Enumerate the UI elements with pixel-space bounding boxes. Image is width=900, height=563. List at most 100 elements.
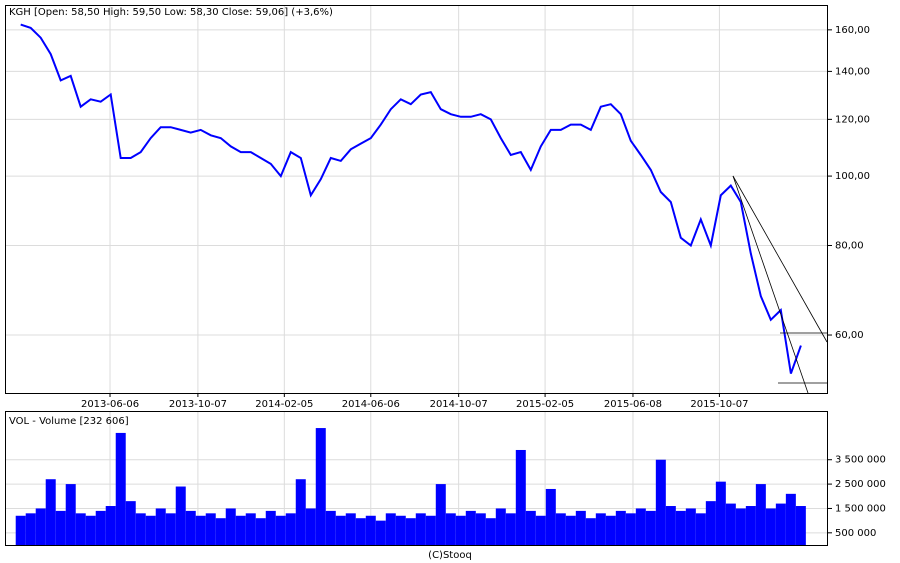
volume-bar xyxy=(655,459,666,545)
volume-bar xyxy=(365,515,376,545)
volume-bar xyxy=(765,508,776,545)
y-tick-label: 2 500 000 xyxy=(835,479,886,490)
volume-bar xyxy=(725,503,736,545)
volume-bar xyxy=(415,513,426,545)
y-tick-label: 140,00 xyxy=(835,66,870,77)
volume-bar xyxy=(95,510,106,545)
price-frame xyxy=(5,5,828,394)
volume-title: VOL - Volume [232 606] xyxy=(9,416,129,427)
volume-frame xyxy=(5,411,828,546)
volume-bar xyxy=(165,513,176,545)
volume-bar xyxy=(275,515,286,545)
trend-lines xyxy=(732,175,828,394)
volume-bar xyxy=(685,508,696,545)
volume-bar xyxy=(735,508,746,545)
price-line xyxy=(20,23,802,374)
trend-line xyxy=(732,175,809,394)
volume-bar xyxy=(695,513,706,545)
volume-bar xyxy=(325,510,336,545)
volume-bar xyxy=(495,508,506,545)
volume-bar xyxy=(195,515,206,545)
volume-bar xyxy=(355,518,366,545)
trend-line xyxy=(732,175,828,343)
y-tick-label: 1 500 000 xyxy=(835,503,886,514)
volume-bar xyxy=(715,481,726,545)
volume-bar xyxy=(345,513,356,545)
volume-bar xyxy=(775,503,786,545)
volume-bar xyxy=(705,501,716,545)
volume-bar xyxy=(55,510,66,545)
volume-bar xyxy=(305,508,316,545)
volume-bar xyxy=(665,506,676,545)
volume-bar xyxy=(135,513,146,545)
volume-bar xyxy=(635,508,646,545)
y-tick-label: 500 000 xyxy=(835,528,876,539)
volume-bar xyxy=(35,508,46,545)
volume-bar xyxy=(155,508,166,545)
volume-bar xyxy=(515,449,526,545)
volume-bar xyxy=(675,510,686,545)
volume-bar xyxy=(175,486,186,545)
volume-bar xyxy=(475,513,486,545)
volume-bar xyxy=(215,518,226,545)
volume-bar xyxy=(225,508,236,545)
volume-bar xyxy=(535,515,546,545)
y-tick-label: 120,00 xyxy=(835,114,870,125)
volume-bar xyxy=(785,493,796,545)
volume-bar xyxy=(315,428,326,545)
volume-bar xyxy=(445,513,456,545)
volume-bar xyxy=(15,515,26,545)
volume-bar xyxy=(435,484,446,545)
volume-bar xyxy=(465,510,476,545)
x-tick-label: 2014-10-07 xyxy=(430,399,488,410)
volume-bar xyxy=(555,513,566,545)
volume-bar xyxy=(565,515,576,545)
volume-bar xyxy=(255,518,266,545)
volume-panel: 500 000 1 500 000 2 500 000 3 500 000 xyxy=(5,411,886,545)
x-tick-label: 2014-06-06 xyxy=(342,399,400,410)
volume-bar xyxy=(75,513,86,545)
volume-bar xyxy=(285,513,296,545)
x-tick-label: 2013-10-07 xyxy=(169,399,227,410)
chart-title: KGH [Open: 58,50 High: 59,50 Low: 58,30 … xyxy=(9,7,333,18)
y-tick-label: 100,00 xyxy=(835,171,870,182)
volume-bar xyxy=(295,479,306,545)
volume-bar xyxy=(245,513,256,545)
volume-bar xyxy=(105,506,116,545)
volume-bar xyxy=(615,510,626,545)
volume-bar xyxy=(745,506,756,545)
volume-bar xyxy=(395,515,406,545)
footer: (C)Stooq xyxy=(428,550,472,561)
volume-bar xyxy=(85,515,96,545)
x-tick-label: 2013-06-06 xyxy=(81,399,139,410)
volume-bar xyxy=(385,513,396,545)
volume-bar xyxy=(455,515,466,545)
volume-bar xyxy=(585,518,596,545)
volume-bar xyxy=(25,513,36,545)
y-tick-label: 160,00 xyxy=(835,25,870,36)
y-tick-label: 60,00 xyxy=(835,330,864,341)
volume-bar xyxy=(125,501,136,545)
volume-bar xyxy=(65,484,76,545)
volume-bar xyxy=(505,513,516,545)
volume-bar xyxy=(795,506,806,545)
volume-bar xyxy=(545,488,556,545)
volume-bar xyxy=(205,513,216,545)
price-panel: 2013-06-06 2013-10-07 2014-02-05 2014-06-06… xyxy=(5,5,870,410)
volume-bar xyxy=(525,510,536,545)
y-tick-label: 80,00 xyxy=(835,241,864,252)
volume-bar xyxy=(45,479,56,545)
volume-bar xyxy=(405,518,416,545)
volume-bar xyxy=(235,515,246,545)
volume-bar xyxy=(485,518,496,545)
x-tick-label: 2015-10-07 xyxy=(690,399,748,410)
volume-bar xyxy=(425,515,436,545)
volume-bar xyxy=(625,513,636,545)
volume-bar xyxy=(115,432,126,545)
volume-bar xyxy=(265,510,276,545)
y-tick-label: 3 500 000 xyxy=(835,455,886,466)
volume-bar xyxy=(375,520,386,545)
